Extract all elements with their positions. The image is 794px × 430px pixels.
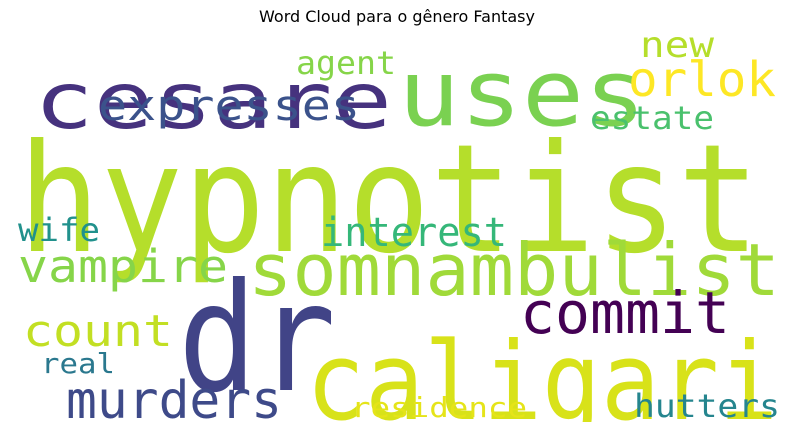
figure-title: Word Cloud para o gênero Fantasy [259, 7, 535, 26]
word-new: new [640, 32, 714, 66]
word-dr: dr [178, 252, 336, 422]
word-count: count [23, 306, 173, 357]
word-hypnotist: hypnotist [18, 113, 760, 287]
word-expresses: expresses [98, 81, 360, 130]
word-uses: uses [398, 40, 646, 147]
word-murders: murders [66, 371, 282, 422]
word-orlok: orlok [628, 52, 776, 108]
word-real: real [41, 347, 115, 380]
word-hutters: hutters [634, 387, 779, 422]
word-agent: agent [296, 44, 396, 82]
word-cesare: cesare [34, 57, 392, 147]
word-commit: commit [520, 279, 730, 347]
word-residence: residence [351, 391, 527, 422]
word-somnambulist: somnambulist [248, 228, 779, 312]
word-wife: wife [18, 211, 100, 249]
word-estate: estate [590, 99, 714, 137]
word-vampire: vampire [18, 240, 228, 293]
word-interest: interest [321, 210, 507, 256]
word-caligari: caligari [306, 320, 778, 422]
